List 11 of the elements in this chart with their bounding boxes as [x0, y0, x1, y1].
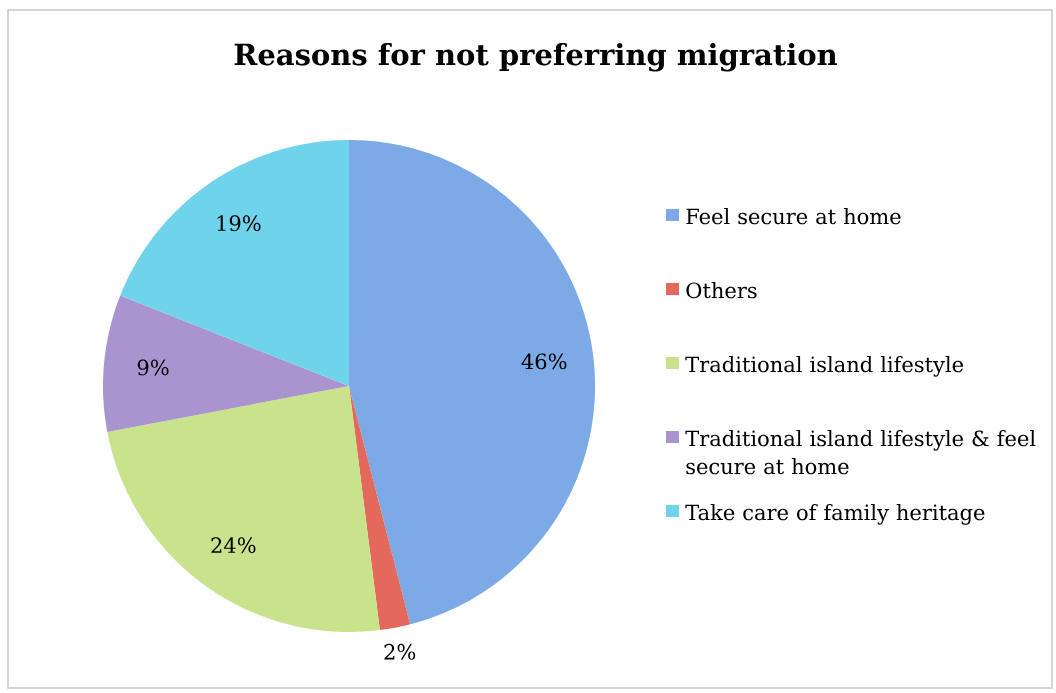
chart-title: Reasons for not preferring migration [234, 42, 838, 72]
data-label: 2% [384, 643, 416, 660]
legend-label: Others [686, 282, 757, 299]
legend-label: Traditional island lifestyle [685, 356, 963, 377]
data-label: 24% [211, 537, 256, 554]
data-label: 19% [217, 215, 261, 232]
legend-label: Feel secure at home [686, 208, 901, 225]
legend-label: Take care of family heritage [685, 504, 985, 525]
legend-label: Traditional island lifestyle & feel secure at home [685, 430, 1036, 475]
data-label: 9% [137, 359, 169, 376]
data-label: 46% [521, 353, 567, 370]
